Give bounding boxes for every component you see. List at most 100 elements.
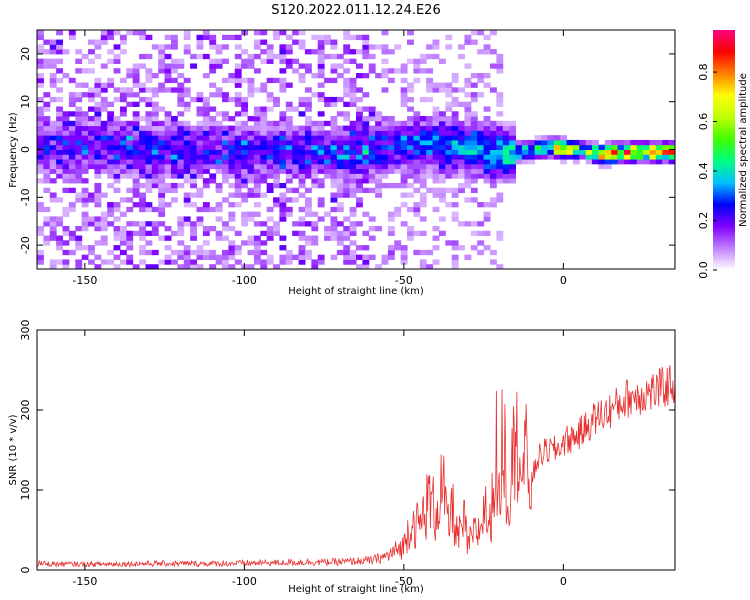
spectrogram-cell [477, 135, 485, 141]
spectrogram-cell [273, 230, 280, 237]
spectrogram-cell [489, 30, 497, 36]
spectrogram-cell [317, 111, 325, 117]
spectrogram-cell [496, 154, 504, 160]
spectrogram-cell [68, 202, 76, 208]
spectrogram-cell [183, 154, 191, 160]
spectrogram-cell [151, 111, 159, 117]
spectrogram-cell [356, 173, 363, 179]
spectrogram-cell [483, 168, 491, 174]
spectrogram-cell [139, 30, 146, 36]
spectrogram-cell [604, 144, 612, 150]
spectrogram-cell [458, 149, 465, 155]
y-tick-label: 300 [19, 320, 32, 341]
spectrogram-cell [113, 125, 121, 131]
spectrogram-cell [75, 192, 83, 198]
spectrogram-cell [49, 259, 57, 265]
spectrogram-cell [330, 173, 338, 179]
spectrogram-cell [234, 120, 242, 127]
spectrogram-cell [56, 116, 64, 122]
spectrogram-cell [164, 139, 172, 146]
spectrogram-cell [209, 135, 217, 141]
spectrogram-cell [170, 197, 178, 203]
spectrogram-cell [451, 154, 459, 160]
spectrogram-cell [164, 53, 172, 60]
spectrogram-cell [273, 173, 280, 179]
spectrogram-cell [451, 254, 459, 260]
spectrogram-cell [196, 216, 204, 222]
spectrogram-cell [349, 49, 357, 55]
spectrogram-cell [477, 125, 485, 131]
spectrogram-cell [285, 149, 293, 155]
spectrogram-cell [304, 235, 312, 241]
spectrogram-cell [215, 154, 223, 160]
spectrogram-cell [126, 135, 134, 141]
spectrogram-cell [349, 211, 357, 217]
spectrogram-cell [247, 144, 255, 150]
spectrogram-cell [304, 211, 312, 217]
spectrogram-cell [279, 77, 287, 84]
spectrogram-cell [343, 49, 351, 55]
spectrogram-cell [381, 259, 389, 265]
colorbar-gradient [713, 30, 735, 270]
spectrogram-cell [126, 30, 134, 36]
spectrogram-cell [407, 39, 414, 45]
spectrogram-cell [234, 68, 242, 74]
spectrogram-cell [279, 68, 287, 74]
spectrogram-cell [534, 144, 542, 150]
spectrogram-cell [177, 111, 185, 117]
spectrogram-cell [241, 120, 249, 127]
spectrogram-cell [81, 216, 89, 222]
spectrogram-cell [285, 44, 293, 50]
spectrogram-cell [132, 77, 140, 84]
spectrogram-cell [298, 216, 306, 222]
spectrogram-cell [336, 63, 344, 69]
spectrogram-cell [43, 120, 51, 127]
spectrogram-cell [368, 163, 376, 170]
spectrogram-cell [349, 206, 357, 213]
spectrogram-cell [273, 77, 280, 84]
spectrogram-cell [292, 125, 300, 131]
spectrogram-cell [464, 106, 472, 112]
spectrogram-cell [432, 235, 440, 241]
spectrogram-cell [107, 135, 115, 141]
spectrogram-cell [215, 92, 223, 98]
spectrogram-cell [304, 101, 312, 107]
spectrogram-cell [330, 182, 338, 189]
spectrogram-cell [311, 178, 319, 184]
spectrogram-cell [451, 192, 459, 198]
spectrogram-cell [458, 182, 465, 189]
spectrogram-cell [100, 225, 108, 232]
spectrogram-cell [317, 120, 325, 127]
spectrogram-cell [132, 30, 140, 36]
y-tick-label: 10 [19, 95, 32, 109]
spectrogram-cell [445, 116, 453, 122]
spectrogram-cell [94, 149, 102, 155]
spectrogram-cell [260, 135, 268, 141]
spectrogram-cell [170, 87, 178, 93]
spectrogram-cell [643, 144, 650, 150]
spectrogram-cell [222, 34, 229, 41]
spectrogram-cell [668, 139, 675, 146]
spectrogram-cell [311, 235, 319, 241]
spectrogram-cell [432, 139, 440, 146]
spectrogram-cell [119, 197, 127, 203]
spectrogram-cell [43, 125, 51, 131]
spectrogram-cell [636, 159, 644, 165]
spectrogram-cell [196, 163, 204, 170]
spectrogram-cell [49, 96, 57, 103]
spectrogram-cell [37, 254, 44, 260]
spectrogram-cell [177, 249, 185, 256]
spectrogram-cell [343, 82, 351, 88]
spectrogram-cell [400, 144, 408, 150]
spectrogram-cell [196, 249, 204, 256]
spectrogram-cell [190, 168, 197, 174]
spectrogram-cell [68, 139, 76, 146]
spectrogram-cell [170, 139, 178, 146]
spectrogram-cell [317, 182, 325, 189]
spectrogram-cell [81, 168, 89, 174]
spectrogram-cell [668, 149, 675, 155]
spectrogram-cell [139, 159, 146, 165]
spectrogram-cell [158, 168, 166, 174]
spectrogram-cell [241, 63, 249, 69]
